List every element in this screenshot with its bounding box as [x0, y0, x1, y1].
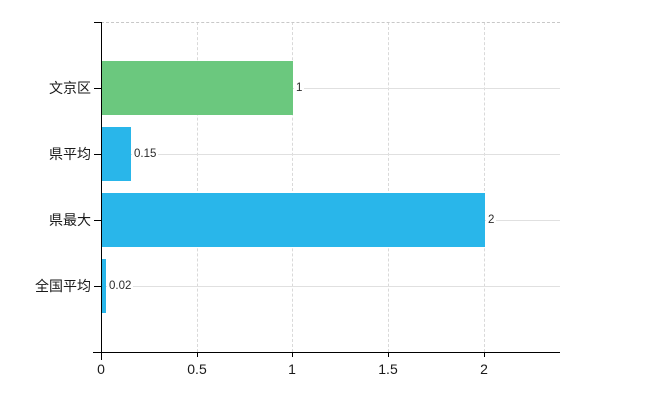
category-label: 文京区 — [49, 80, 91, 96]
v-gridline — [292, 22, 294, 352]
bar-value-label: 0.15 — [132, 146, 159, 162]
y-axis-tick — [94, 22, 101, 23]
h-gridline — [101, 88, 560, 89]
x-tick-label: 1 — [288, 361, 296, 377]
chart-bar[interactable] — [102, 193, 485, 247]
x-tick-label: 1.5 — [378, 361, 398, 377]
y-axis — [101, 22, 102, 360]
x-axis-tick — [483, 352, 485, 357]
v-gridline — [387, 22, 389, 352]
chart-bar[interactable] — [102, 61, 293, 115]
category-label: 県平均 — [49, 146, 91, 162]
y-axis-tick — [94, 286, 101, 287]
bar-value-label: 1 — [294, 80, 305, 96]
bar-value-label: 2 — [486, 212, 497, 228]
x-axis — [93, 352, 560, 353]
plot-top-border — [101, 22, 560, 23]
y-axis-tick — [94, 220, 101, 221]
v-gridline — [196, 22, 198, 352]
x-tick-label: 0.5 — [187, 361, 207, 377]
h-gridline — [101, 286, 560, 287]
y-axis-tick — [94, 88, 101, 89]
x-axis-tick — [387, 352, 389, 357]
x-axis-tick — [292, 352, 294, 357]
x-tick-label: 0 — [97, 361, 105, 377]
x-tick-label: 2 — [480, 361, 488, 377]
h-gridline — [101, 154, 560, 155]
chart-bar[interactable] — [102, 127, 131, 181]
bar-value-label: 0.02 — [107, 278, 134, 294]
category-label: 県最大 — [49, 212, 91, 228]
v-gridline — [483, 22, 485, 352]
y-axis-tick — [94, 154, 101, 155]
x-axis-tick — [196, 352, 198, 357]
chart-bar[interactable] — [102, 259, 106, 313]
category-label: 全国平均 — [35, 278, 91, 294]
x-axis-tick — [101, 352, 102, 357]
